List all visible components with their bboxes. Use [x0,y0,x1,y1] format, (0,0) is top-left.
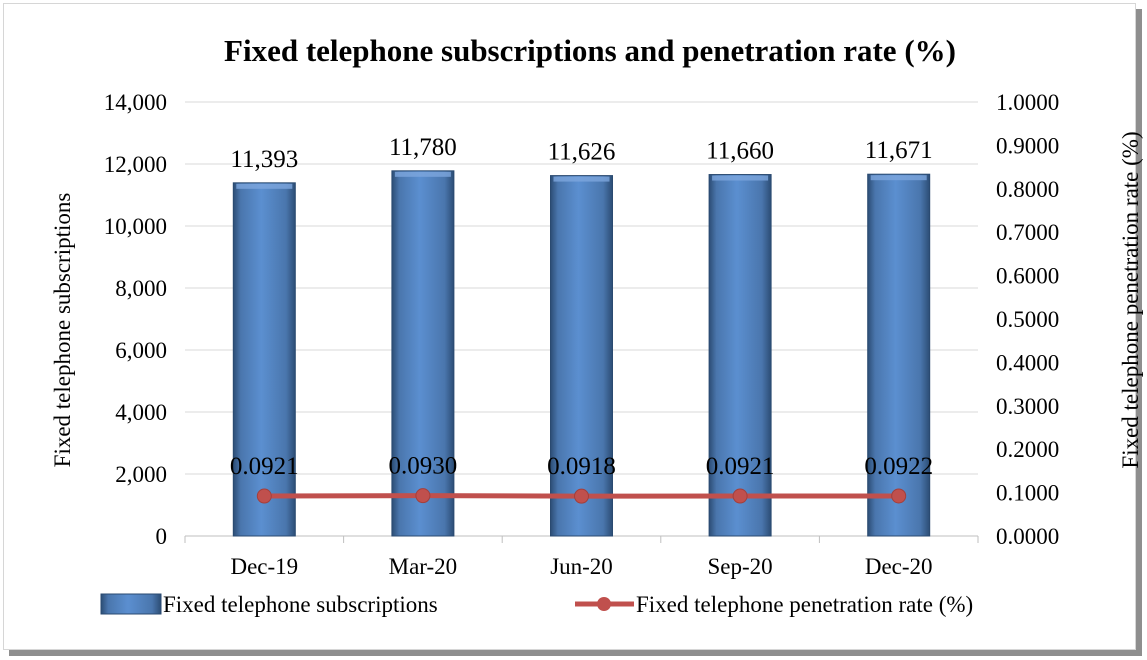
legend: Fixed telephone subscriptions Fixed telep… [100,592,973,617]
left-tick-label: 2,000 [115,462,167,487]
line-value-label: 0.0921 [706,453,775,480]
bar-highlight [870,175,927,181]
right-axis-ticks: 0.0000 0.1000 0.2000 0.3000 0.4000 0.5000 0.60… [996,90,1059,549]
left-tick-label: 8,000 [115,276,167,301]
bar [550,175,613,537]
bar-value-label: 11,780 [389,134,457,161]
right-tick-label: 0.8000 [996,177,1059,202]
bar-highlight [553,176,610,182]
x-axis: Dec-19 Mar-20 Jun-20 Sep-20 Dec-20 [184,535,979,579]
right-tick-label: 0.0000 [996,524,1059,549]
line-value-label: 0.0918 [547,453,616,480]
bar-highlight [712,175,769,181]
bar-highlight [236,183,293,189]
bar [708,174,772,537]
bar-value-label: 11,626 [548,139,616,166]
x-tick-label: Mar-20 [389,554,458,579]
right-tick-label: 0.7000 [996,220,1059,245]
left-tick-label: 10,000 [104,214,167,239]
right-tick-label: 0.6000 [996,264,1059,289]
x-tick-label: Sep-20 [708,554,773,579]
bar [867,173,931,537]
line-point [256,488,272,504]
right-tick-label: 0.3000 [996,394,1059,419]
left-axis-label: Fixed telephone subscriptions [50,193,75,468]
left-tick-label: 6,000 [115,338,167,363]
left-tick-label: 4,000 [115,400,167,425]
line-value-label: 0.0922 [864,453,933,480]
right-tick-label: 0.1000 [996,481,1059,506]
line-value-label: 0.0930 [389,453,458,480]
right-tick-label: 0.5000 [996,307,1059,332]
left-tick-label: 0 [156,524,168,549]
bar-value-label: 11,660 [706,138,774,165]
x-tick-label: Dec-20 [865,554,933,579]
left-tick-label: 12,000 [104,152,167,177]
line-series [256,488,907,504]
left-tick-label: 14,000 [104,90,167,115]
right-tick-label: 0.2000 [996,437,1059,462]
right-axis-label: Fixed telephone penetration rate (%) [1118,131,1143,468]
line-point [732,488,748,504]
bar-value-label: 11,393 [230,146,298,173]
line-value-label: 0.0921 [230,453,299,480]
bar-value-label: 11,671 [865,137,933,164]
right-tick-label: 0.4000 [996,350,1059,375]
data-labels: 11,393 11,780 11,626 11,660 11,671 0.0921 0.09… [230,134,933,480]
line-point [574,488,589,504]
line-point [415,488,431,504]
bar-highlight [394,171,451,177]
right-tick-label: 1.0000 [996,90,1059,115]
x-tick-label: Dec-19 [230,554,298,579]
legend-marker-line [597,597,611,611]
right-tick-label: 0.9000 [996,133,1059,158]
line-point [891,488,907,504]
bar [232,182,296,537]
legend-label-bars: Fixed telephone subscriptions [163,592,438,617]
legend-swatch-bars [100,593,162,615]
x-tick-label: Jun-20 [550,554,613,579]
bar [391,170,455,537]
chart-title: Fixed telephone subscriptions and penetr… [224,33,956,68]
bar-series [232,170,931,537]
left-axis-ticks: 0 2,000 4,000 6,000 8,000 10,000 12,000 14,000 [104,90,167,549]
legend-label-line: Fixed telephone penetration rate (%) [636,592,973,617]
